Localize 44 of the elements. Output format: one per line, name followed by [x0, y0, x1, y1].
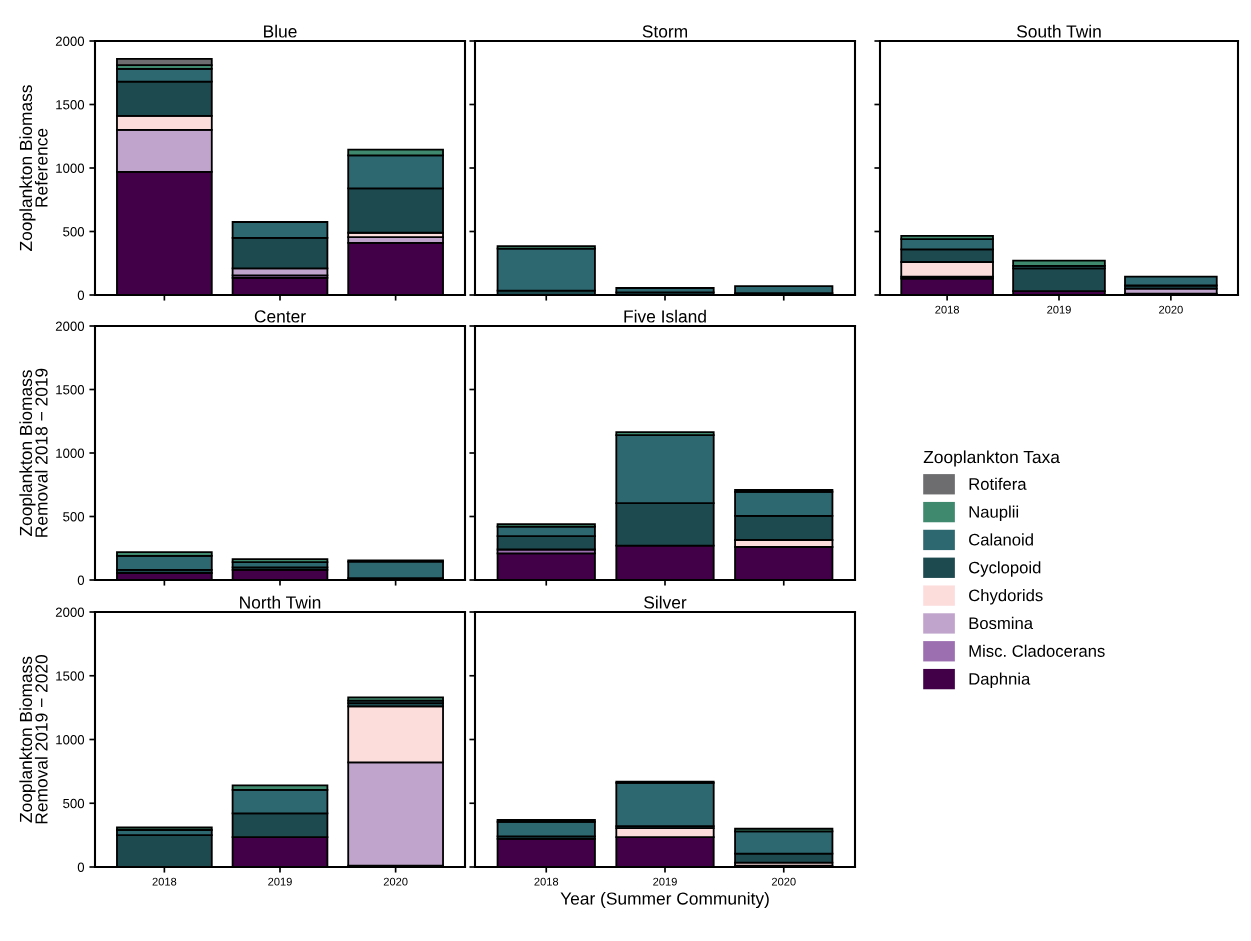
y-tick-label: 2000	[55, 36, 85, 46]
chart-title: Silver	[644, 595, 687, 609]
legend-label: Chydorids	[969, 589, 1043, 605]
x-axis-title: Year (Summer Community)	[560, 891, 769, 909]
legend-label: Bosmina	[969, 616, 1034, 630]
y-tick-label: 2000	[55, 321, 85, 331]
chart-title: Blue	[264, 24, 297, 38]
y-tick-label: 0	[77, 575, 85, 585]
legend-label: Nauplii	[969, 505, 1019, 522]
chart-title: Storm	[642, 25, 688, 38]
y-tick-label: 500	[63, 512, 85, 522]
y-tick-label: 500	[63, 798, 85, 809]
legend-title: Zooplankton Taxa	[923, 450, 1060, 467]
legend-label: Daphnia	[969, 672, 1031, 689]
chart-title: Five Island	[624, 309, 706, 323]
x-tick-label: 2020	[383, 877, 408, 886]
y-axis-title: Zooplankton Biomass Removal 2018 − 2019	[19, 368, 48, 537]
legend-label: Cyclopoid	[969, 561, 1041, 577]
x-tick-label: 2019	[1047, 305, 1071, 314]
x-tick-label: 2018	[534, 877, 559, 886]
y-tick-label: 0	[77, 862, 85, 872]
y-tick-label: 1500	[56, 671, 85, 681]
chart-title: North Twin	[240, 595, 321, 609]
y-tick-label: 1500	[56, 385, 85, 395]
legend-label: Misc. Cladocerans	[969, 644, 1105, 657]
y-tick-label: 0	[77, 290, 85, 300]
y-tick-label: 2000	[55, 607, 85, 617]
legend-label: Calanoid	[969, 533, 1033, 546]
y-tick-label: 1000	[56, 163, 85, 173]
legend-label: Rotifera	[969, 477, 1027, 490]
x-tick-label: 2019	[268, 877, 292, 886]
y-tick-label: 500	[63, 227, 85, 237]
y-tick-label: 1000	[56, 735, 85, 745]
x-tick-label: 2020	[771, 877, 796, 886]
y-axis-title: Zooplankton Biomass Reference	[19, 85, 48, 251]
x-tick-label: 2018	[152, 877, 177, 886]
x-tick-label: 2018	[935, 305, 959, 314]
y-axis-title: Zooplankton Biomass Removal 2019 − 2020	[19, 655, 48, 824]
chart-title: South Twin	[1017, 24, 1101, 38]
y-tick-label: 1500	[56, 100, 85, 110]
y-tick-label: 1000	[56, 448, 85, 458]
x-tick-label: 2020	[1159, 305, 1183, 314]
x-tick-label: 2019	[653, 877, 677, 886]
chart-title: Center	[254, 310, 306, 323]
